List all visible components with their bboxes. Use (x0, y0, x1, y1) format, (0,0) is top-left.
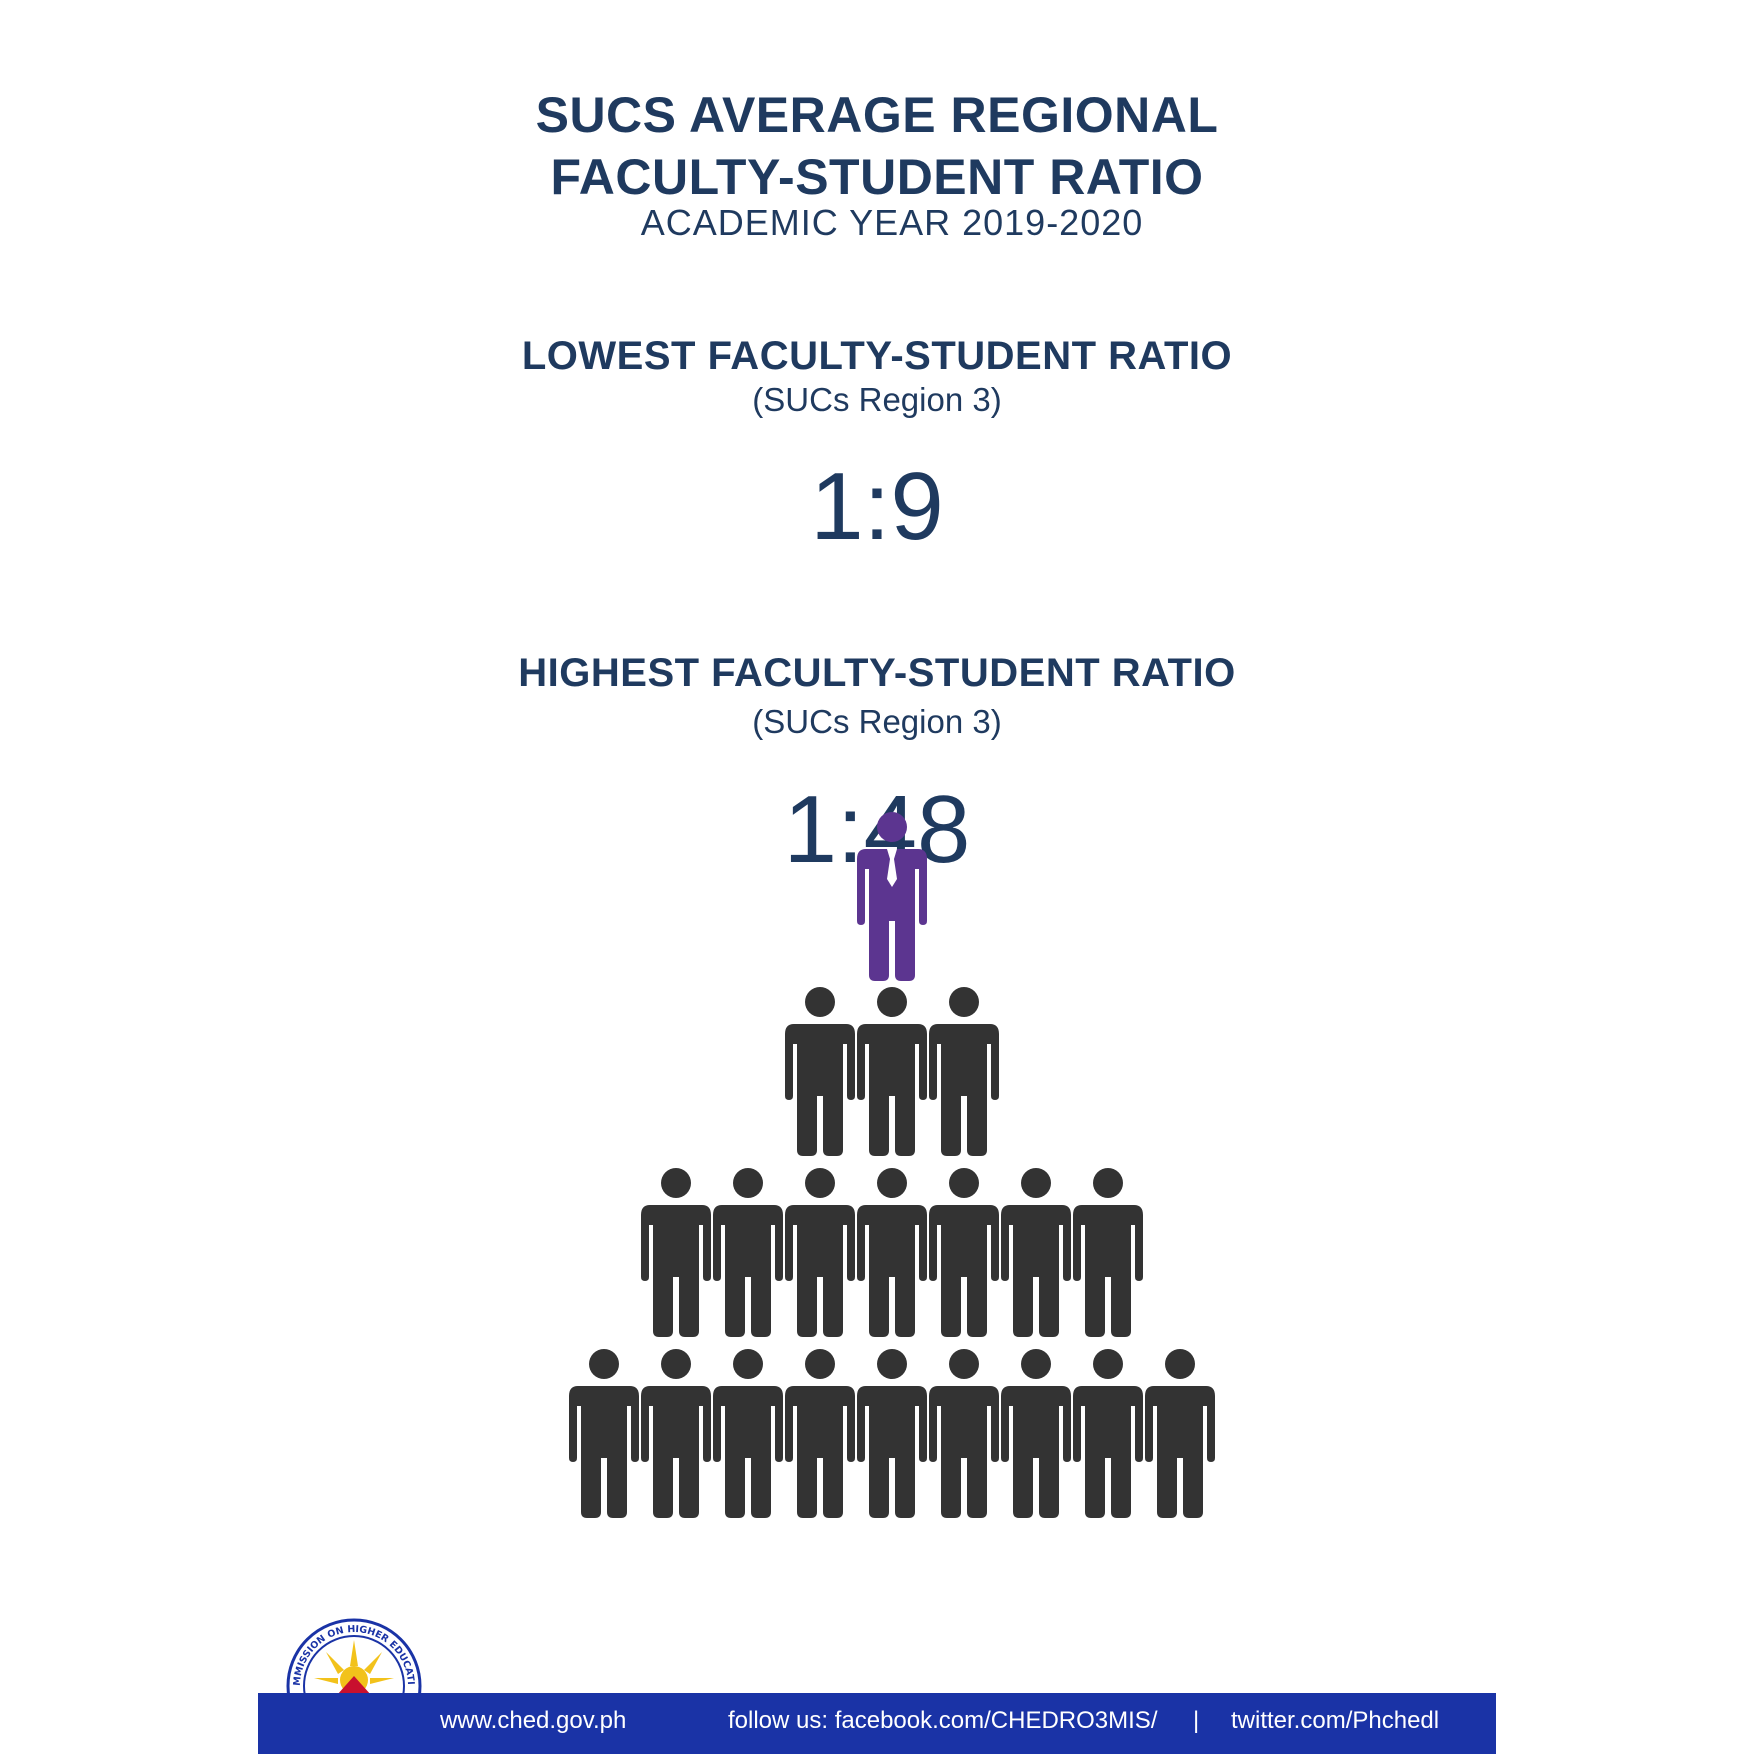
lowest-ratio-subheading: (SUCs Region 3) (752, 381, 1002, 418)
person-icon (785, 1168, 855, 1337)
person-icon (785, 987, 855, 1156)
lowest-ratio-heading: LOWEST FACULTY-STUDENT RATIO (521, 334, 1233, 378)
person-with-tie-icon (857, 812, 927, 981)
lowest-ratio-value: 1:9 (810, 453, 944, 560)
person-icon (929, 1168, 999, 1337)
footer-separator: | (1193, 1707, 1200, 1734)
person-icon (1001, 1168, 1071, 1337)
person-icon (857, 1168, 927, 1337)
tie-icon (887, 849, 897, 887)
person-icon (1001, 1349, 1071, 1518)
title-line-2: FACULTY-STUDENT RATIO (550, 149, 1204, 205)
highest-ratio-subheading: (SUCs Region 3) (752, 703, 1002, 740)
person-icon (929, 1349, 999, 1518)
twitter-link[interactable]: twitter.com/Phchedl (1231, 1707, 1440, 1734)
person-icon (857, 987, 927, 1156)
highest-ratio-heading: HIGHEST FACULTY-STUDENT RATIO (518, 651, 1236, 695)
person-icon (713, 1168, 783, 1337)
person-icon (569, 1349, 639, 1518)
person-icon (857, 1349, 927, 1518)
person-icon (929, 987, 999, 1156)
person-icon (713, 1349, 783, 1518)
person-icon (1073, 1349, 1143, 1518)
title-line-1: SUCS AVERAGE REGIONAL (535, 87, 1219, 143)
person-icon (785, 1349, 855, 1518)
facebook-link[interactable]: follow us: facebook.com/CHEDRO3MIS/ (728, 1707, 1158, 1734)
person-icon (1073, 1168, 1143, 1337)
website-link[interactable]: www.ched.gov.ph (440, 1707, 627, 1734)
person-icon (641, 1168, 711, 1337)
person-icon (1145, 1349, 1215, 1518)
footer-bar: www.ched.gov.ph follow us: facebook.com/… (258, 1693, 1496, 1754)
person-icon (641, 1349, 711, 1518)
academic-year: ACADEMIC YEAR 2019-2020 (640, 202, 1144, 243)
